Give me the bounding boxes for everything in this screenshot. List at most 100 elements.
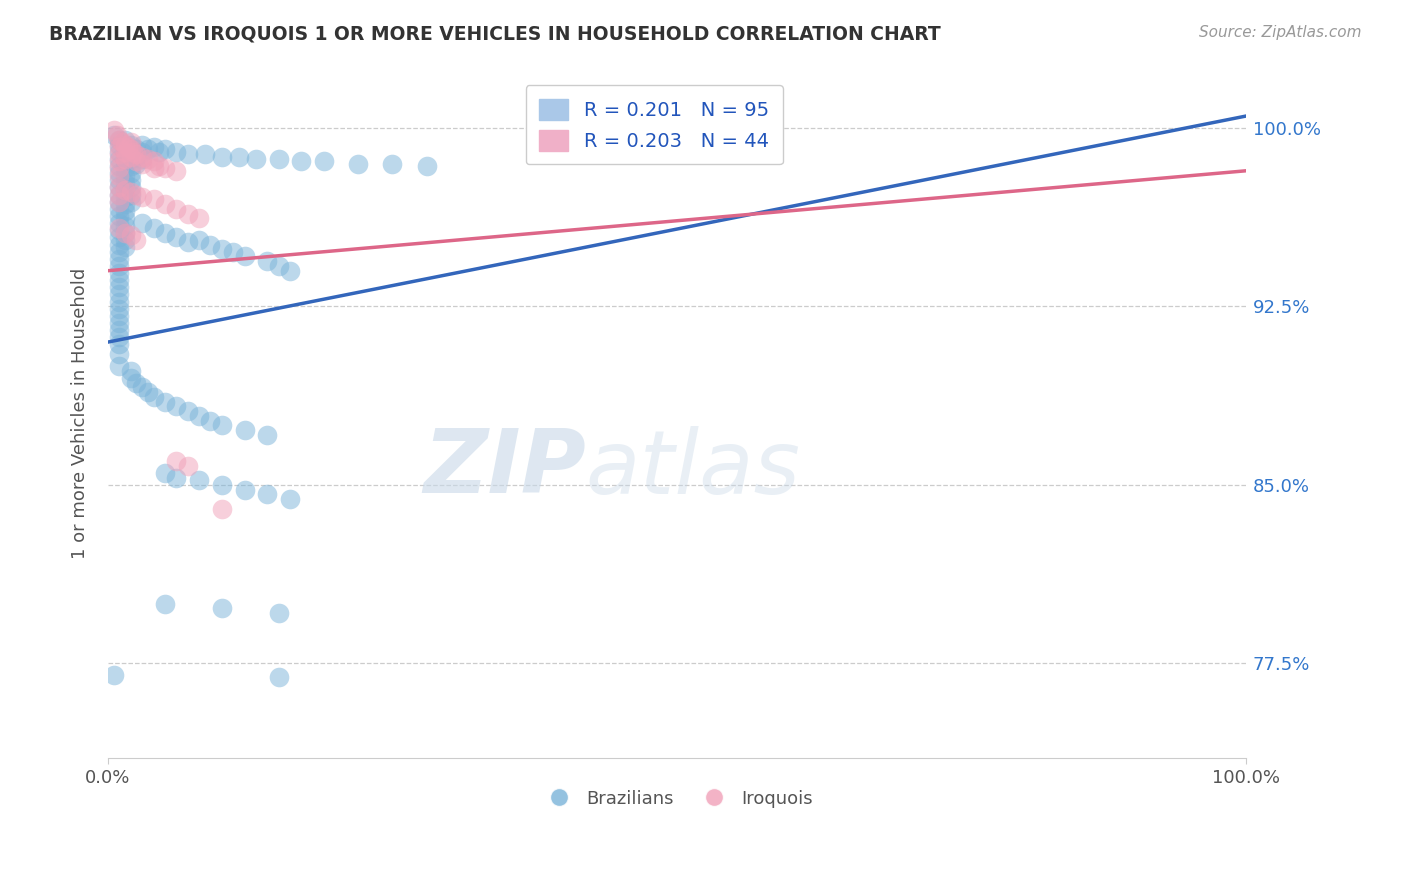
Point [108,180,131,194]
Point [114,226,136,240]
Point [114,226,136,240]
Point [165,145,187,159]
Point [142,192,165,206]
Text: atlas: atlas [586,425,801,512]
Point [125,233,148,247]
Point [131,190,153,204]
Point [111,135,134,149]
Point [125,147,148,161]
Point [103,668,125,682]
Point [114,152,136,166]
Point [114,137,136,152]
Point [114,211,136,226]
Point [290,154,312,169]
Point [108,194,131,209]
Point [114,147,136,161]
Text: Source: ZipAtlas.com: Source: ZipAtlas.com [1198,25,1361,40]
Point [176,206,198,220]
Point [188,211,211,226]
Point [347,156,370,170]
Point [222,244,245,259]
Point [153,142,176,156]
Point [211,501,233,516]
Point [108,147,131,161]
Legend: Brazilians, Iroquois: Brazilians, Iroquois [534,782,820,815]
Point [131,156,153,170]
Point [108,347,131,361]
Point [108,252,131,266]
Point [267,606,290,620]
Point [120,166,142,180]
Point [122,145,145,159]
Point [153,466,176,480]
Point [211,477,233,491]
Point [131,137,153,152]
Point [153,394,176,409]
Point [256,487,278,501]
Point [153,597,176,611]
Point [120,185,142,199]
Point [176,235,198,249]
Point [211,242,233,256]
Point [120,142,142,156]
Point [136,384,159,399]
Point [108,230,131,244]
Point [114,140,136,154]
Point [233,249,256,263]
Point [108,180,131,194]
Point [131,145,153,159]
Point [120,194,142,209]
Point [125,154,148,169]
Point [136,142,159,156]
Point [188,409,211,423]
Point [142,154,165,169]
Point [148,145,170,159]
Point [108,244,131,259]
Point [108,137,131,152]
Point [125,376,148,390]
Point [228,149,250,163]
Point [314,154,336,169]
Point [165,470,187,484]
Point [120,227,142,242]
Point [211,601,233,615]
Point [108,159,131,173]
Point [267,259,290,273]
Point [120,363,142,377]
Point [108,294,131,309]
Point [108,330,131,344]
Point [165,163,187,178]
Point [108,173,131,187]
Point [233,483,256,497]
Point [114,183,136,197]
Point [120,187,142,202]
Point [278,263,301,277]
Point [114,190,136,204]
Point [200,237,222,252]
Point [148,159,170,173]
Point [108,237,131,252]
Point [200,413,222,427]
Point [415,159,437,173]
Point [114,204,136,219]
Point [108,359,131,373]
Point [108,140,131,154]
Point [108,169,131,183]
Point [165,454,187,468]
Point [153,226,176,240]
Point [114,133,136,147]
Point [120,159,142,173]
Point [131,216,153,230]
Point [108,133,131,147]
Point [114,240,136,254]
Point [114,169,136,183]
Point [153,161,176,176]
Point [267,152,290,166]
Point [108,166,131,180]
Point [108,209,131,223]
Point [120,173,142,187]
Point [108,223,131,237]
Point [256,427,278,442]
Point [176,147,198,161]
Point [165,399,187,413]
